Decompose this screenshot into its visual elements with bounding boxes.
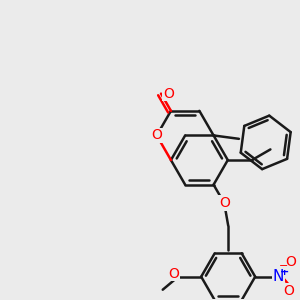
Text: N: N (272, 269, 284, 284)
Text: +: + (280, 267, 289, 277)
Text: O: O (151, 128, 162, 142)
Text: O: O (284, 284, 294, 298)
Text: O: O (163, 87, 174, 100)
Text: O: O (168, 267, 179, 281)
Text: −: − (279, 261, 288, 271)
Text: O: O (285, 255, 296, 269)
Text: O: O (219, 196, 230, 210)
